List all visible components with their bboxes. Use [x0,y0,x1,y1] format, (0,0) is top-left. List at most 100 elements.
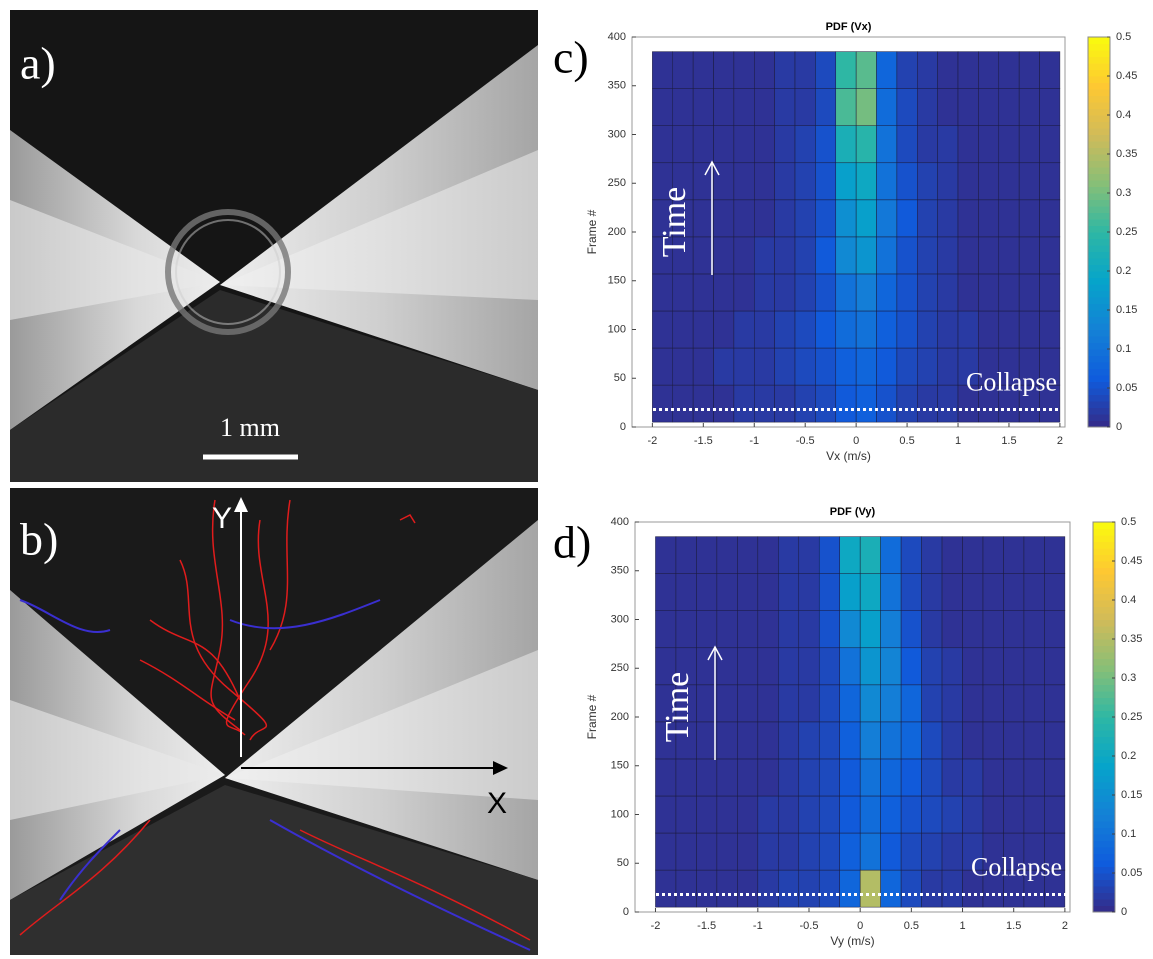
heatmap-cell [714,200,734,237]
heatmap-cell [754,348,774,385]
heatmap-cell [799,685,819,722]
colorbar-segment [1093,574,1115,581]
heatmap-cell [778,870,798,907]
heatmap-cell [1024,611,1044,648]
heatmap-cell [775,348,795,385]
y-tick-label: 150 [611,760,629,772]
heatmap-cell [881,648,901,685]
heatmap-cell [860,537,880,574]
heatmap-cell [942,759,962,796]
heatmap-cell [938,200,958,237]
colorbar-segment [1093,600,1115,607]
colorbar-segment [1088,258,1110,265]
heatmap-cell [1024,722,1044,759]
heatmap-cell [860,833,880,870]
colorbar-segment [1093,613,1115,620]
heatmap-cell [840,574,860,611]
heatmap-cell [942,870,962,907]
heatmap-cell [901,648,921,685]
heatmap-cell [737,870,757,907]
heatmap-cell [963,537,983,574]
heatmap-cell [860,722,880,759]
heatmap-cell [799,574,819,611]
colorbar-segment [1088,83,1110,90]
heatmap-cell [714,52,734,89]
colorbar-segment [1088,369,1110,376]
heatmap-cell [1019,52,1039,89]
heatmap-cell [795,126,815,163]
colorbar-segment [1088,154,1110,161]
axis-label: Y [212,502,232,535]
colorbar-segment [1088,310,1110,317]
figure: a) 1 mm b) Y X -2-1.5-1-0.500.511.520501… [0,0,1153,959]
heatmap-cell [942,833,962,870]
heatmap-cell [737,759,757,796]
heatmap-cell [840,685,860,722]
heatmap-cell [778,833,798,870]
photo-b [10,488,538,955]
heatmap-cell [775,237,795,274]
heatmap-cell [758,796,778,833]
heatmap-cell [734,89,754,126]
heatmap-cell [836,385,856,422]
heatmap-cell [676,537,696,574]
heatmap-cell [917,126,937,163]
heatmap-cell [856,200,876,237]
colorbar-segment [1093,743,1115,750]
heatmap-cell [758,722,778,759]
heatmap-cell [963,796,983,833]
heatmap-cell [938,163,958,200]
y-tick-label: 100 [608,323,626,335]
heatmap-cell [655,796,675,833]
heatmap-cell [754,274,774,311]
y-tick-label: 350 [611,565,629,577]
heatmap-cell [963,722,983,759]
heatmap-cell [737,611,757,648]
heatmap-cell [673,126,693,163]
heatmap-cell [1003,611,1023,648]
heatmap-cell [758,870,778,907]
chart-title: PDF (Vy) [830,506,876,518]
heatmap-cell [778,722,798,759]
colorbar-segment [1093,626,1115,633]
heatmap-cell [860,611,880,648]
heatmap-cell [799,722,819,759]
heatmap-cell [897,126,917,163]
heatmap-cell [775,274,795,311]
colorbar-tick-label: 0.05 [1121,867,1142,879]
colorbar-segment [1088,265,1110,272]
heatmap-cell [676,574,696,611]
heatmap-cell [881,685,901,722]
page: a) 1 mm b) Y X -2-1.5-1-0.500.511.520501… [0,0,1153,959]
heatmap-cell [901,574,921,611]
heatmap-cell [1024,796,1044,833]
heatmap-cell [877,237,897,274]
heatmap-cell [856,89,876,126]
heatmap-cell [978,163,998,200]
heatmap-cell [652,385,672,422]
colorbar-segment [1088,297,1110,304]
heatmap-cell [917,200,937,237]
panel-label: a) [20,38,56,89]
heatmap-cell [877,385,897,422]
colorbar-segment [1093,711,1115,718]
heatmap-cell [1003,574,1023,611]
colorbar-segment [1088,245,1110,252]
colorbar-tick-label: 0.1 [1121,828,1136,840]
heatmap-cell [860,759,880,796]
heatmap-cell [754,52,774,89]
heatmap-cell [734,274,754,311]
heatmap-cell [1040,52,1060,89]
colorbar-segment [1088,193,1110,200]
heatmap-cell [714,126,734,163]
heatmap-cell [734,52,754,89]
heatmap-cell [1024,537,1044,574]
colorbar-segment [1088,148,1110,155]
heatmap-cell [815,89,835,126]
heatmap-cell [958,311,978,348]
colorbar-segment [1093,776,1115,783]
heatmap-cell [775,385,795,422]
heatmap-cell [922,648,942,685]
heatmap-cell [819,759,839,796]
heatmap-cell [840,759,860,796]
